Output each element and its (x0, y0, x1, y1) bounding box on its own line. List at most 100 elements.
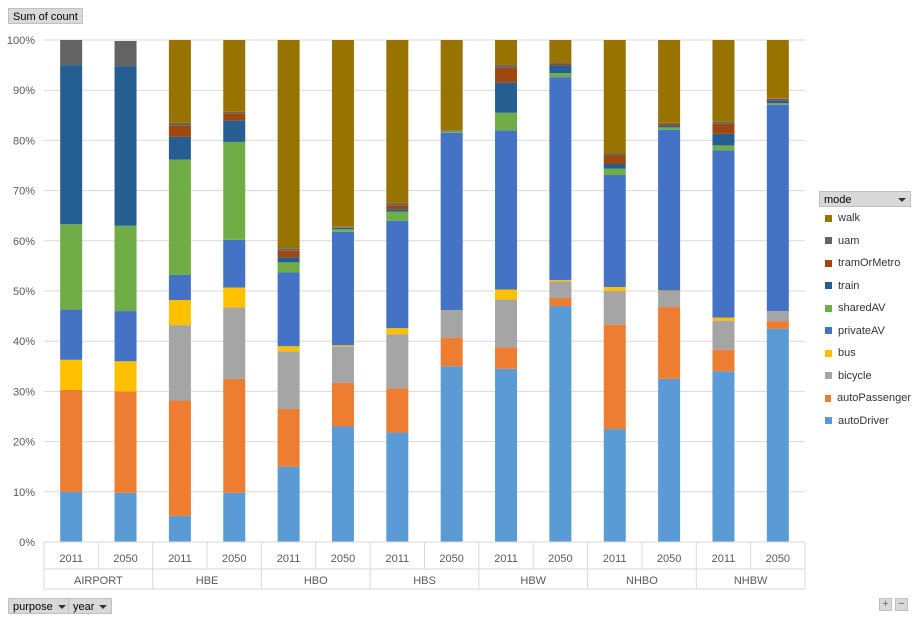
bar-segment-bicycle[interactable] (168, 325, 191, 401)
bar-segment-sharedAV[interactable] (495, 112, 518, 131)
bar-segment-uam[interactable] (495, 65, 518, 68)
bar-segment-privateAV[interactable] (440, 132, 463, 311)
bar-segment-uam[interactable] (603, 153, 626, 156)
purpose-filter-button[interactable]: purpose (8, 598, 71, 614)
bar-segment-bicycle[interactable] (603, 291, 626, 325)
bar-segment-uam[interactable] (766, 98, 789, 99)
bar-segment-walk[interactable] (603, 40, 626, 154)
bar-segment-bus[interactable] (331, 345, 354, 347)
bar-segment-walk[interactable] (658, 40, 681, 123)
bar-segment-autoDriver[interactable] (168, 515, 191, 542)
bar-segment-privateAV[interactable] (549, 77, 572, 280)
bar-segment-autoDriver[interactable] (223, 492, 246, 542)
bar-segment-autoPassenger[interactable] (766, 321, 789, 329)
bar-segment-bus[interactable] (658, 290, 681, 291)
bar-segment-autoDriver[interactable] (658, 378, 681, 542)
bar-segment-autoDriver[interactable] (766, 328, 789, 542)
bar-segment-autoDriver[interactable] (386, 432, 409, 542)
bar-segment-tramOrMetro[interactable] (440, 130, 463, 131)
bar-segment-train[interactable] (440, 130, 463, 132)
collapse-field-button[interactable]: − (895, 598, 908, 611)
bar-segment-sharedAV[interactable] (766, 103, 789, 105)
bar-segment-bicycle[interactable] (277, 351, 300, 409)
bar-segment-bicycle[interactable] (712, 320, 735, 350)
bar-segment-tramOrMetro[interactable] (331, 227, 354, 228)
bar-segment-autoPassenger[interactable] (60, 389, 83, 492)
bar-segment-autoDriver[interactable] (440, 366, 463, 542)
legend-item-sharedAV[interactable]: sharedAV (819, 297, 911, 320)
bar-segment-walk[interactable] (766, 40, 789, 99)
bar-segment-privateAV[interactable] (712, 150, 735, 318)
bar-segment-uam[interactable] (549, 62, 572, 64)
bar-segment-sharedAV[interactable] (386, 211, 409, 221)
bar-segment-autoPassenger[interactable] (331, 382, 354, 427)
bar-segment-bicycle[interactable] (331, 346, 354, 383)
bar-segment-uam[interactable] (658, 122, 681, 124)
legend-item-uam[interactable]: uam (819, 230, 911, 253)
bar-segment-bus[interactable] (712, 317, 735, 321)
year-filter-button[interactable]: year (68, 598, 113, 614)
bar-segment-bicycle[interactable] (495, 299, 518, 348)
bar-segment-autoPassenger[interactable] (386, 388, 409, 433)
bar-segment-privateAV[interactable] (60, 309, 83, 360)
bar-segment-autoDriver[interactable] (114, 492, 137, 542)
value-field-button[interactable]: Sum of count (8, 8, 83, 24)
bar-segment-sharedAV[interactable] (440, 131, 463, 133)
bar-segment-privateAV[interactable] (386, 220, 409, 329)
bar-segment-autoPassenger[interactable] (277, 408, 300, 467)
bar-segment-train[interactable] (114, 66, 137, 226)
bar-segment-sharedAV[interactable] (223, 141, 246, 240)
bar-segment-uam[interactable] (223, 111, 246, 114)
bar-segment-train[interactable] (331, 227, 354, 230)
bar-segment-autoDriver[interactable] (495, 368, 518, 542)
bar-segment-bicycle[interactable] (386, 334, 409, 389)
bar-segment-privateAV[interactable] (658, 129, 681, 291)
bar-segment-train[interactable] (223, 120, 246, 142)
bar-segment-tramOrMetro[interactable] (549, 63, 572, 66)
legend-item-privateAV[interactable]: privateAV (819, 320, 911, 343)
bar-segment-sharedAV[interactable] (60, 224, 83, 310)
bar-segment-bus[interactable] (603, 286, 626, 291)
bar-segment-uam[interactable] (114, 41, 137, 67)
legend-item-walk[interactable]: walk (819, 207, 911, 230)
bar-segment-walk[interactable] (712, 40, 735, 122)
bar-segment-tramOrMetro[interactable] (168, 125, 191, 137)
bar-segment-autoPassenger[interactable] (168, 400, 191, 516)
bar-segment-bus[interactable] (223, 287, 246, 308)
bar-segment-train[interactable] (60, 65, 83, 225)
bar-segment-autoDriver[interactable] (712, 371, 735, 542)
bar-segment-sharedAV[interactable] (277, 262, 300, 273)
bar-segment-bus[interactable] (549, 279, 572, 282)
bar-segment-train[interactable] (495, 82, 518, 113)
bar-segment-bus[interactable] (277, 346, 300, 352)
bar-segment-train[interactable] (766, 100, 789, 104)
bar-segment-tramOrMetro[interactable] (712, 123, 735, 134)
bar-segment-autoDriver[interactable] (331, 426, 354, 542)
bar-segment-autoPassenger[interactable] (223, 378, 246, 493)
bar-segment-privateAV[interactable] (766, 104, 789, 312)
bar-segment-privateAV[interactable] (331, 231, 354, 346)
legend-item-train[interactable]: train (819, 275, 911, 298)
bar-segment-uam[interactable] (331, 226, 354, 228)
bar-segment-train[interactable] (549, 65, 572, 74)
bar-segment-walk[interactable] (495, 40, 518, 66)
bar-segment-autoPassenger[interactable] (603, 324, 626, 430)
bar-segment-autoDriver[interactable] (603, 429, 626, 542)
legend-mode-filter-button[interactable]: mode (819, 191, 911, 207)
bar-segment-walk[interactable] (440, 40, 463, 131)
bar-segment-privateAV[interactable] (277, 272, 300, 347)
bar-segment-train[interactable] (277, 257, 300, 263)
bar-segment-autoPassenger[interactable] (114, 391, 137, 493)
bar-segment-tramOrMetro[interactable] (495, 67, 518, 83)
legend-item-tramOrMetro[interactable]: tramOrMetro (819, 252, 911, 275)
bar-segment-walk[interactable] (168, 40, 191, 123)
bar-segment-bicycle[interactable] (658, 291, 681, 308)
legend-item-bicycle[interactable]: bicycle (819, 365, 911, 388)
bar-segment-bus[interactable] (60, 359, 83, 390)
bar-segment-privateAV[interactable] (223, 239, 246, 288)
bar-segment-sharedAV[interactable] (658, 127, 681, 130)
bar-segment-autoPassenger[interactable] (712, 349, 735, 372)
bar-segment-autoDriver[interactable] (549, 306, 572, 542)
bar-segment-tramOrMetro[interactable] (603, 155, 626, 164)
bar-segment-uam[interactable] (60, 40, 83, 66)
